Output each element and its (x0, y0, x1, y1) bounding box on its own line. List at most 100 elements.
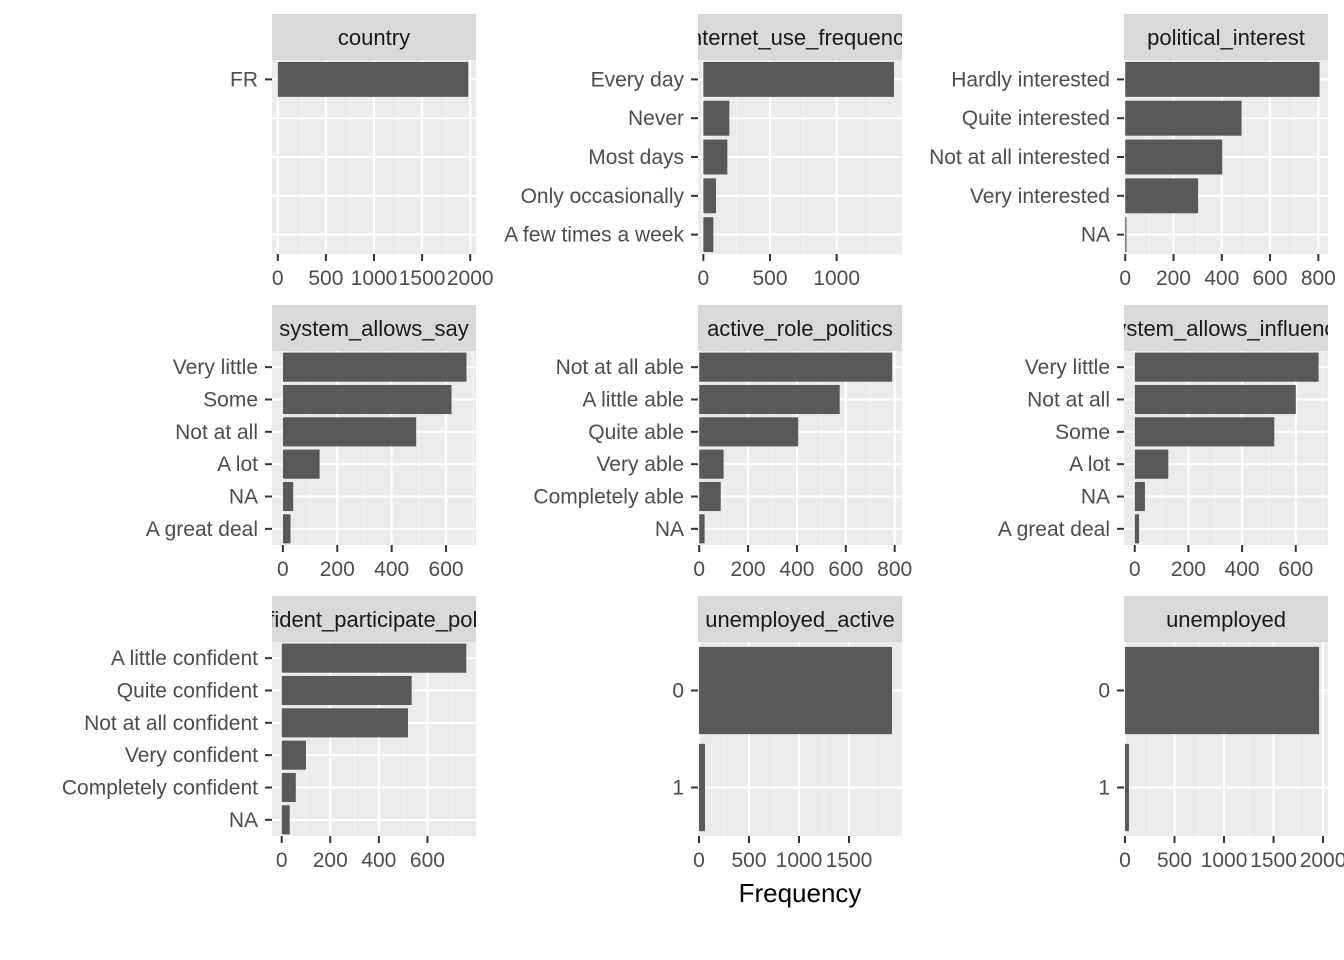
panel-unemployed-active-title: unemployed_active (705, 607, 895, 632)
panel-political-interest: political_interest Hardly interested Quite… (929, 14, 1336, 290)
panel-political-interest-y-tick-label-not-at-all-interested: Not at all interested (929, 146, 1110, 169)
panel-active-role-politics-x-tick-label-200: 200 (731, 558, 766, 581)
panel-unemployed-y-tick-label-1: 1 (1098, 777, 1110, 800)
panel-unemployed-active-x-tick-label-1000: 1000 (776, 849, 823, 872)
panel-unemployed-x-tick-label-1500: 1500 (1250, 849, 1297, 872)
panel-active-role-politics-y-tick-label-na: NA (655, 518, 684, 541)
panel-internet-use-frequency-x-tick-label-0: 0 (697, 267, 709, 290)
panel-confident-participate-politics-y-tick-label-not-at-all-confident: Not at all confident (84, 712, 258, 735)
panel-unemployed: unemployed 0 1 0 500 1000 1500 2000 (1098, 596, 1344, 872)
panel-system-allows-say-background (272, 351, 476, 545)
panel-system-allows-influence-bar-some (1134, 417, 1275, 447)
panel-political-interest-x-tick-label-400: 400 (1204, 267, 1239, 290)
panel-system-allows-say-y-tick-label-some: Some (203, 389, 258, 412)
panel-unemployed-x-tick-label-2000: 2000 (1300, 849, 1344, 872)
panel-system-allows-influence-x-tick-label-0: 0 (1129, 558, 1141, 581)
panel-confident-participate-politics-x-tick-label-400: 400 (361, 849, 396, 872)
panel-unemployed-active-strip (698, 596, 902, 642)
panel-system-allows-influence-y-tick-label-very-little: Very little (1025, 356, 1110, 379)
panel-active-role-politics-strip (698, 305, 902, 351)
panel-active-role-politics-y-tick-label-quite-able: Quite able (588, 421, 684, 444)
panel-system-allows-say-y-tick-label-very-little: Very little (173, 356, 258, 379)
panel-political-interest-y-tick-label-quite-interested: Quite interested (962, 107, 1110, 130)
panel-system-allows-say-y-tick-label-not-at-all: Not at all (175, 421, 258, 444)
panel-unemployed-bar-0 (1124, 646, 1320, 735)
panel-political-interest-title: political_interest (1147, 25, 1305, 50)
panel-system-allows-influence-y-tick-label-na: NA (1081, 486, 1110, 509)
panel-country-y-tick-label-fr: FR (230, 68, 258, 91)
panel-active-role-politics-y-tick-label-a-little-able: A little able (582, 389, 684, 412)
panel-system-allows-influence-bar-a-great-deal (1134, 514, 1140, 544)
panel-internet-use-frequency-bar-every-day (703, 61, 894, 97)
panel-system-allows-influence-background (1124, 351, 1328, 545)
panel-system-allows-say-bar-some (282, 384, 452, 415)
panel-internet-use-frequency-y-tick-label-a-few-times-a-week: A few times a week (504, 224, 684, 247)
panel-system-allows-say-y-tick-label-na: NA (229, 486, 258, 509)
panel-country: country FR 0 500 1000 1500 2000 (230, 14, 494, 290)
panel-unemployed-x-tick-label-0: 0 (1119, 849, 1131, 872)
panel-internet-use-frequency-strip (698, 14, 902, 60)
panel-political-interest-strip (1124, 14, 1328, 60)
panel-confident-participate-politics-x-tick-label-0: 0 (276, 849, 288, 872)
panel-active-role-politics-bar-very-able (699, 449, 724, 479)
panel-active-role-politics: active_role_politics Not at all able A lit… (533, 305, 912, 581)
panel-internet-use-frequency-x-tick-label-500: 500 (752, 267, 787, 290)
panel-unemployed-strip (1124, 596, 1328, 642)
panel-confident-participate-politics-bar-quite-confident (281, 675, 412, 706)
panel-active-role-politics-bar-quite-able (699, 417, 799, 447)
panel-internet-use-frequency-y-tick-label-most-days: Most days (588, 146, 684, 169)
panel-active-role-politics-y-tick-label-not-at-all-able: Not at all able (556, 356, 684, 379)
panel-system-allows-influence-y-tick-label-a-lot: A lot (1069, 453, 1110, 476)
panel-active-role-politics-y-tick-label-completely-able: Completely able (533, 486, 684, 509)
panel-confident-participate-politics-bar-a-little-confident (281, 643, 467, 673)
panel-system-allows-say-bar-not-at-all (282, 417, 417, 447)
panel-confident-participate-politics-bar-very-confident (281, 740, 306, 770)
panel-system-allows-say-bar-na (282, 481, 294, 512)
panel-unemployed-x-tick-label-500: 500 (1157, 849, 1192, 872)
panel-system-allows-influence-x-tick-label-600: 600 (1278, 558, 1313, 581)
panel-country-x-tick-label-0: 0 (272, 267, 284, 290)
panel-internet-use-frequency-bar-most-days (703, 139, 728, 175)
panel-political-interest-y-tick-label-na: NA (1081, 224, 1110, 247)
panel-country-title: country (338, 25, 410, 50)
panel-system-allows-influence-title: system_allows_influence (1104, 316, 1344, 341)
panel-system-allows-say-title: system_allows_say (279, 316, 469, 341)
panel-system-allows-influence-x-tick-label-200: 200 (1171, 558, 1206, 581)
panel-active-role-politics-bar-a-little-able (699, 384, 840, 415)
panel-confident-participate-politics-y-tick-label-quite-confident: Quite confident (117, 680, 258, 703)
panel-active-role-politics-bar-completely-able (699, 481, 721, 512)
panel-political-interest-x-tick-label-200: 200 (1156, 267, 1191, 290)
panel-system-allows-say-y-tick-label-a-great-deal: A great deal (146, 518, 258, 541)
panel-unemployed-x-tick-label-1000: 1000 (1201, 849, 1248, 872)
x-axis-label: Frequency (739, 878, 862, 908)
panel-system-allows-say-bar-very-little (282, 352, 467, 382)
panel-unemployed-title: unemployed (1166, 607, 1286, 632)
panel-unemployed-active-bar-0 (699, 646, 892, 735)
panel-confident-participate-politics-x-tick-label-600: 600 (410, 849, 445, 872)
panel-active-role-politics-background (698, 351, 902, 545)
panel-confident-participate-politics-x-tick-label-200: 200 (313, 849, 348, 872)
panel-system-allows-say-bar-a-great-deal (282, 514, 291, 544)
panel-country-strip (272, 14, 476, 60)
panel-political-interest-bar-hardly-interested (1125, 61, 1320, 97)
panel-active-role-politics-x-tick-label-800: 800 (877, 558, 912, 581)
panel-system-allows-influence-y-tick-label-a-great-deal: A great deal (998, 518, 1110, 541)
panel-political-interest-bar-quite-interested (1125, 100, 1242, 136)
panel-country-x-tick-label-2000: 2000 (447, 267, 494, 290)
panel-internet-use-frequency-bar-only-occasionally (703, 178, 716, 214)
panel-system-allows-influence-bar-very-little (1134, 352, 1319, 382)
panel-confident-participate-politics-bar-na (281, 805, 290, 835)
panel-internet-use-frequency-y-tick-label-only-occasionally: Only occasionally (521, 185, 685, 208)
panel-confident-participate-politics-y-tick-label-a-little-confident: A little confident (111, 647, 258, 670)
panel-system-allows-say-x-tick-label-0: 0 (277, 558, 289, 581)
panel-system-allows-say-x-tick-label-200: 200 (320, 558, 355, 581)
panel-system-allows-influence-y-tick-label-some: Some (1055, 421, 1110, 444)
panel-political-interest-bar-very-interested (1125, 178, 1199, 214)
panel-internet-use-frequency-title: internet_use_frequency (685, 25, 915, 50)
panel-active-role-politics-x-tick-label-400: 400 (779, 558, 814, 581)
panel-system-allows-say: system_allows_say Very little Some Not at a… (146, 305, 476, 581)
